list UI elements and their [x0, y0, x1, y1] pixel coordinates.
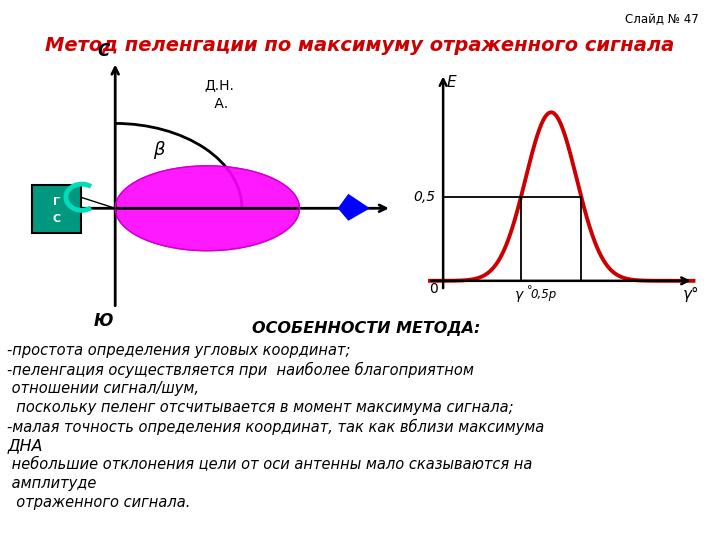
Text: -простота определения угловых координат;: -простота определения угловых координат;	[7, 343, 351, 358]
Text: -пеленгация осуществляется при  наиболее благоприятном: -пеленгация осуществляется при наиболее …	[7, 362, 474, 378]
Text: γ°: γ°	[683, 287, 699, 302]
Text: амплитуде: амплитуде	[7, 476, 96, 491]
Text: ОСОБЕННОСТИ МЕТОДА:: ОСОБЕННОСТИ МЕТОДА:	[252, 321, 480, 336]
Text: отношении сигнал/шум,: отношении сигнал/шум,	[7, 381, 199, 396]
Text: -малая точность определения координат, так как вблизи максимума: -малая точность определения координат, т…	[7, 418, 544, 435]
Text: Метод пеленгации по максимуму отраженного сигнала: Метод пеленгации по максимуму отраженног…	[45, 36, 675, 56]
Text: °: °	[527, 285, 533, 295]
FancyBboxPatch shape	[32, 185, 81, 233]
Text: С: С	[97, 42, 110, 60]
Text: А.: А.	[210, 97, 228, 111]
Text: отраженного сигнала.: отраженного сигнала.	[7, 495, 191, 510]
Text: 0: 0	[429, 282, 438, 296]
Text: γ: γ	[515, 288, 523, 301]
Text: 0,5р: 0,5р	[530, 288, 556, 301]
Text: E: E	[447, 75, 456, 90]
Text: Г: Г	[53, 197, 60, 207]
Text: Д.Н.: Д.Н.	[204, 78, 234, 92]
Polygon shape	[115, 166, 300, 251]
Polygon shape	[338, 195, 369, 220]
Text: Ю: Ю	[94, 313, 114, 330]
Text: поскольку пеленг отсчитывается в момент максимума сигнала;: поскольку пеленг отсчитывается в момент …	[7, 400, 513, 415]
Text: Слайд № 47: Слайд № 47	[625, 14, 698, 26]
Text: 0,5: 0,5	[413, 190, 436, 204]
Text: небольшие отклонения цели от оси антенны мало сказываются на: небольшие отклонения цели от оси антенны…	[7, 457, 533, 472]
Text: β: β	[153, 141, 164, 159]
Text: ДНА: ДНА	[7, 438, 42, 454]
Text: С: С	[52, 214, 60, 224]
